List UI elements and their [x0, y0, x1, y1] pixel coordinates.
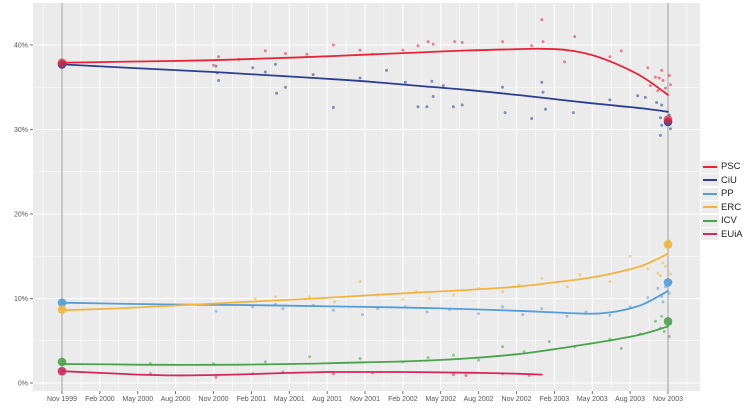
legend-item-psc: PSC [701, 160, 743, 174]
x-axis-tick-label: Nov 2002 [502, 396, 532, 403]
legend-line-swatch-euia [701, 228, 719, 241]
result-dot-erc [57, 305, 67, 314]
poll-points-ciu [214, 62, 672, 137]
legend-item-pp: PP [701, 187, 743, 201]
x-axis-labels: Nov 1999 Feb 2000 May 2000 Aug 2000 Nov 2000… [47, 396, 683, 403]
x-axis-tick-label: Aug 2001 [312, 396, 342, 403]
x-axis-tick-label: Feb 2003 [540, 396, 570, 403]
poll-points-icv [148, 314, 672, 366]
poll-points-psc [212, 18, 672, 93]
x-axis-tick-label: Nov 1999 [47, 396, 77, 403]
result-dot-psc [57, 58, 67, 67]
x-axis-tick-label: Feb 2002 [388, 396, 418, 403]
legend-item-ciu: CiU [701, 174, 743, 188]
legend-label-icv: ICV [721, 215, 737, 226]
y-axis-tick-label: 0% [18, 380, 28, 387]
trend-line-psc [61, 47, 669, 96]
legend-line-swatch-psc [701, 160, 719, 173]
x-axis-tick-label: Nov 2000 [199, 396, 229, 403]
x-axis-tick-label: May 2003 [577, 396, 608, 403]
x-axis-tick-label: Feb 2001 [237, 396, 267, 403]
result-dot-pp [57, 298, 67, 308]
trend-line-erc [61, 252, 669, 312]
axis-tick-marks [30, 44, 669, 394]
x-axis-tick-label: May 2000 [122, 396, 153, 403]
minor-gridlines [33, 3, 700, 391]
result-dot-erc [663, 240, 673, 249]
y-axis-tick-label: 20% [14, 211, 28, 218]
legend-label-euia: EUiA [721, 228, 743, 240]
legend-line-swatch-ciu [701, 174, 719, 187]
x-axis-tick-label: Aug 2000 [161, 396, 191, 403]
x-axis-tick-label: Aug 2003 [615, 396, 645, 403]
election-result-dots-nov-2003 [663, 115, 673, 326]
legend-label-psc: PSC [721, 161, 741, 172]
result-dot-pp [663, 278, 673, 287]
legend-line-swatch-pp [701, 187, 719, 200]
legend-item-euia: EUiA [701, 228, 743, 242]
x-axis-tick-label: Feb 2000 [85, 396, 115, 403]
y-axis-tick-label: 10% [14, 296, 28, 303]
trend-line-icv [61, 325, 669, 366]
x-axis-tick-label: Aug 2002 [464, 396, 494, 403]
result-dot-icv [663, 317, 673, 326]
trend-line-ciu [61, 63, 669, 113]
legend-label-ciu: CiU [721, 174, 737, 186]
election-result-dots-nov-1999 [57, 58, 67, 376]
legend-line-swatch-erc [701, 201, 719, 214]
x-axis-tick-label: Nov 2001 [350, 396, 380, 403]
chart-legend: PSC CiU PP ERC ICV EUiA [701, 160, 743, 241]
y-axis-tick-label: 30% [14, 127, 28, 134]
result-dot-euia [57, 366, 67, 376]
y-axis-labels: 0% 10% 20% 30% 40% [14, 42, 28, 387]
x-axis-tick-label: Nov 2003 [653, 396, 683, 403]
legend-item-icv: ICV [701, 214, 743, 228]
legend-item-erc: ERC [701, 201, 743, 215]
legend-label-erc: ERC [721, 201, 742, 213]
x-axis-tick-label: May 2001 [274, 396, 305, 403]
legend-label-pp: PP [721, 188, 734, 199]
result-dot-psc [663, 115, 673, 124]
y-axis-tick-label: 40% [14, 42, 28, 49]
legend-line-swatch-icv [701, 214, 719, 227]
trend-line-euia [61, 370, 543, 377]
result-dot-icv [57, 357, 67, 367]
x-axis-tick-label: May 2002 [425, 396, 456, 403]
